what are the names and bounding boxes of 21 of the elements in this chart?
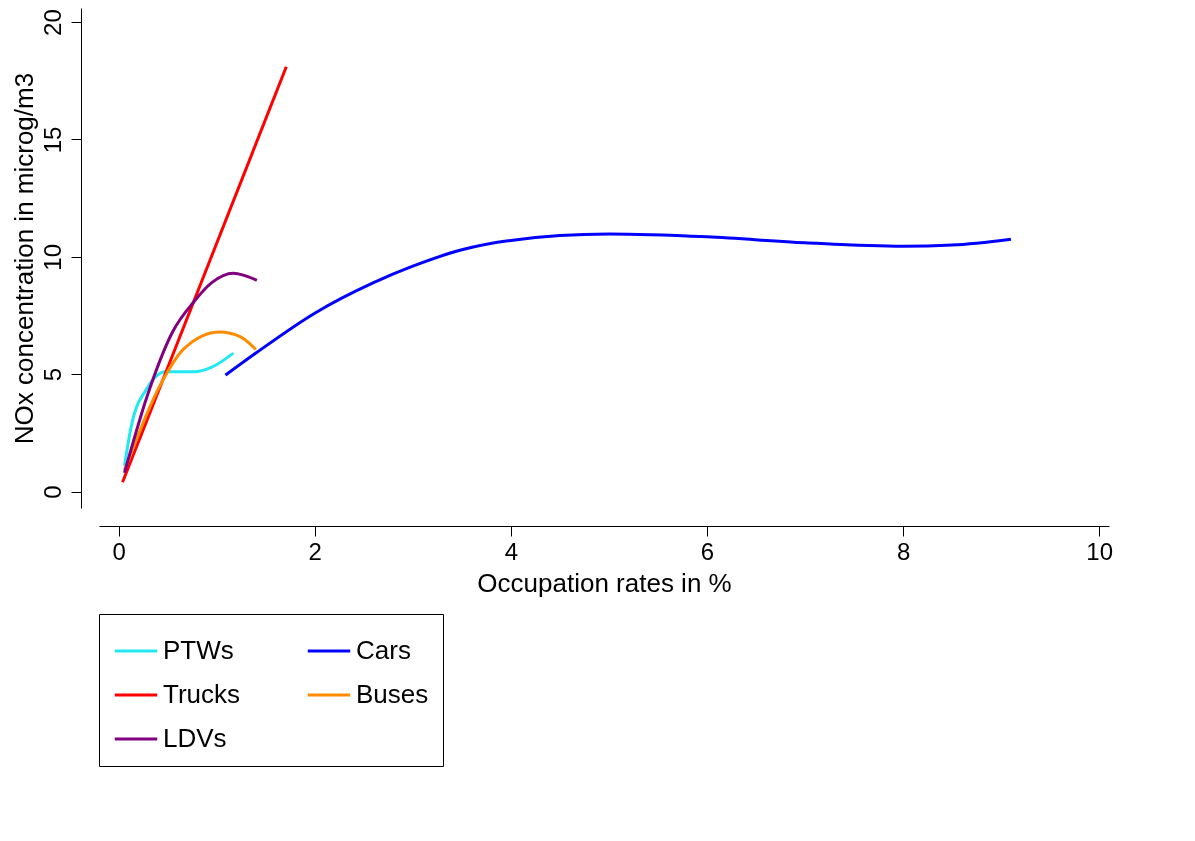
legend-label: LDVs <box>163 723 227 753</box>
legend-label: Cars <box>356 635 411 665</box>
y-tick-label: 20 <box>38 9 66 36</box>
line-series <box>224 232 1013 377</box>
y-tick-label: 0 <box>38 485 66 499</box>
line-series <box>123 351 235 468</box>
legend-label: Buses <box>356 679 429 709</box>
x-tick-label: 6 <box>700 537 715 565</box>
x-tick-label: 10 <box>1086 537 1114 565</box>
y-axis-title: NOx concentration in microg/m3 <box>8 72 39 445</box>
legend-label: PTWs <box>163 635 234 665</box>
x-tick-label: 8 <box>896 537 911 565</box>
y-tick-label: 5 <box>38 368 66 382</box>
legend-label: Trucks <box>163 679 241 709</box>
y-tick-label: 10 <box>38 243 66 271</box>
line-series <box>123 271 259 475</box>
x-axis-title: Occupation rates in % <box>477 567 732 598</box>
x-tick-label: 2 <box>308 537 322 565</box>
x-tick-label: 4 <box>504 537 519 565</box>
x-tick-label: 0 <box>112 537 126 565</box>
y-tick-label: 15 <box>38 126 66 154</box>
